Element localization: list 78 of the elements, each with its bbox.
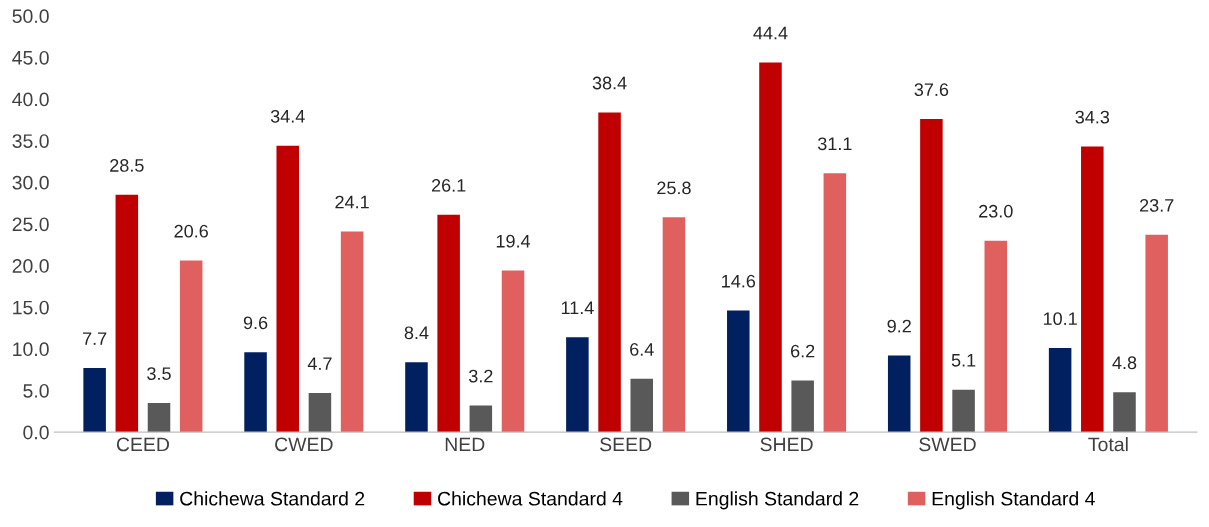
data-label: 10.1 <box>1043 312 1077 326</box>
data-label: 11.4 <box>561 301 594 315</box>
data-label: 44.4 <box>753 26 788 40</box>
bar <box>83 368 106 433</box>
data-label: 5.1 <box>951 354 976 367</box>
bar <box>405 362 428 433</box>
data-label: 4.7 <box>307 357 332 370</box>
legend-label: Chichewa Standard 2 <box>180 491 365 506</box>
data-label: 8.4 <box>404 326 429 340</box>
data-label: 24.1 <box>335 195 369 209</box>
bar <box>276 145 299 433</box>
bar <box>308 393 332 433</box>
y-tick-label: 30.0 <box>12 175 49 190</box>
x-tick-label: Total <box>1088 437 1128 452</box>
data-label: 3.5 <box>147 367 171 380</box>
bar <box>662 217 686 433</box>
x-tick-label: CWED <box>275 437 333 452</box>
data-label: 6.4 <box>630 343 654 356</box>
y-tick-label: 20.0 <box>12 259 49 273</box>
bar <box>469 405 493 433</box>
y-tick-label: 15.0 <box>13 300 49 315</box>
data-label: 34.3 <box>1075 110 1110 124</box>
bar <box>952 389 975 433</box>
bar <box>759 62 782 433</box>
bar <box>920 119 943 433</box>
data-label: 7.7 <box>83 332 107 345</box>
bar <box>1145 234 1168 433</box>
data-label: 9.6 <box>243 316 268 330</box>
data-label: 6.2 <box>791 344 815 358</box>
bar <box>887 355 911 433</box>
bar <box>1113 392 1136 433</box>
bar <box>179 260 203 433</box>
data-label: 28.5 <box>110 159 144 172</box>
y-tick-label: 45.0 <box>12 50 49 65</box>
bar <box>115 194 139 433</box>
y-tick-label: 25.0 <box>12 217 49 232</box>
bar <box>501 270 525 433</box>
data-label: 23.0 <box>979 204 1013 218</box>
y-tick-label: 50.0 <box>12 9 49 24</box>
bar <box>823 173 847 433</box>
x-tick-label: SEED <box>600 437 652 452</box>
bar <box>437 214 460 433</box>
bar <box>984 240 1008 433</box>
legend-label: English Standard 2 <box>696 491 859 510</box>
bar <box>791 380 814 433</box>
data-label: 34.4 <box>270 109 305 123</box>
x-tick-label: CEED <box>116 437 169 452</box>
data-label: 31.1 <box>817 137 852 151</box>
x-tick-label: SHED <box>760 437 813 452</box>
data-label: 3.2 <box>468 369 493 383</box>
data-label: 20.6 <box>174 224 208 238</box>
bar <box>340 231 364 433</box>
x-tick-label: NED <box>445 437 485 452</box>
data-label: 19.4 <box>496 234 531 248</box>
data-label: 38.4 <box>592 76 627 90</box>
y-tick-label: 0.0 <box>23 425 49 440</box>
bar <box>147 403 171 433</box>
data-label: 9.2 <box>887 319 911 333</box>
data-label: 4.8 <box>1112 356 1137 370</box>
data-label: 26.1 <box>431 179 466 192</box>
bar <box>630 378 654 433</box>
y-tick-label: 40.0 <box>12 92 49 107</box>
y-tick-label: 10.0 <box>13 342 49 357</box>
bar <box>244 352 267 433</box>
bar <box>566 337 589 433</box>
legend-label: Chichewa Standard 4 <box>438 491 623 506</box>
x-tick-label: SWED <box>919 437 976 452</box>
bar <box>727 310 750 433</box>
y-tick-label: 5.0 <box>23 383 49 398</box>
legend-label: English Standard 4 <box>932 491 1095 510</box>
data-label: 25.8 <box>657 181 691 195</box>
data-label: 37.6 <box>914 83 949 97</box>
bar <box>598 112 621 433</box>
data-label: 23.7 <box>1140 199 1174 212</box>
bar <box>1081 146 1104 433</box>
data-label: 14.6 <box>722 274 756 288</box>
bar <box>1048 348 1072 433</box>
y-tick-label: 35.0 <box>12 134 49 148</box>
